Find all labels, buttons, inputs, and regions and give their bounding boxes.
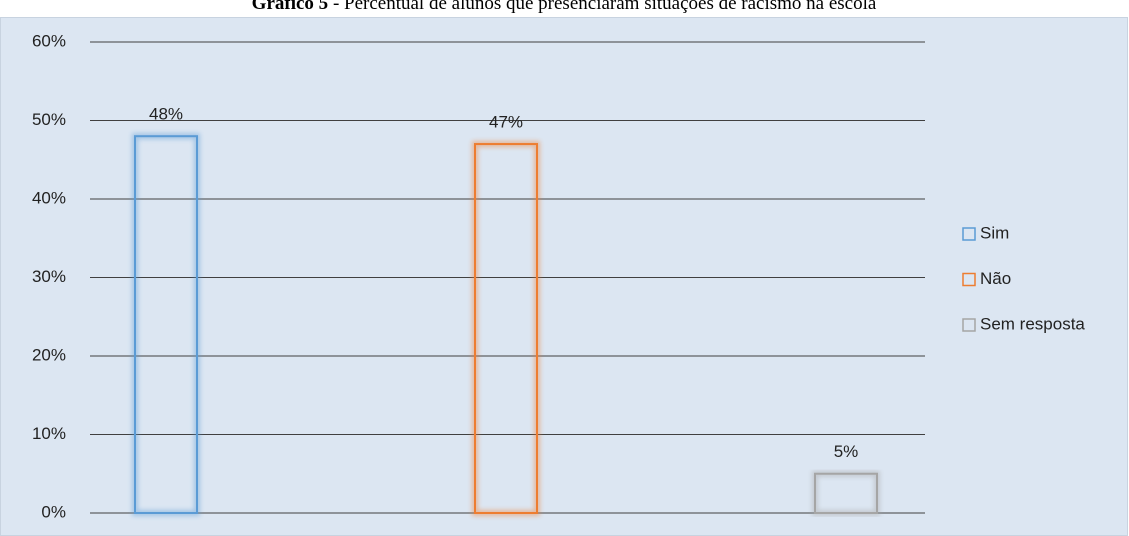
legend-label: Sim [980, 223, 1009, 242]
chart-background [0, 17, 1128, 536]
y-tick-label: 0% [41, 502, 66, 521]
value-label: 48% [149, 105, 183, 124]
y-tick-label: 10% [32, 424, 66, 443]
legend-swatch [962, 272, 976, 287]
bar [814, 472, 878, 514]
legend-label: Sem resposta [980, 314, 1085, 333]
y-tick-label: 50% [32, 110, 66, 129]
bar [474, 143, 538, 515]
chart-title: Gráfico 5 - Percentual de alunos que pre… [252, 0, 877, 14]
value-label: 47% [489, 113, 523, 132]
bar [134, 135, 198, 514]
figure-label: Gráfico 5 [252, 0, 329, 14]
y-tick-label: 40% [32, 188, 66, 207]
y-tick-label: 60% [32, 31, 66, 50]
value-label: 5% [834, 442, 859, 461]
legend-swatch [962, 227, 976, 241]
legend-label: Não [980, 269, 1011, 288]
y-tick-label: 30% [32, 267, 66, 286]
legend-swatch [962, 318, 976, 332]
y-tick-label: 20% [32, 345, 66, 364]
title-text: - Percentual de alunos que presenciaram … [333, 0, 877, 14]
